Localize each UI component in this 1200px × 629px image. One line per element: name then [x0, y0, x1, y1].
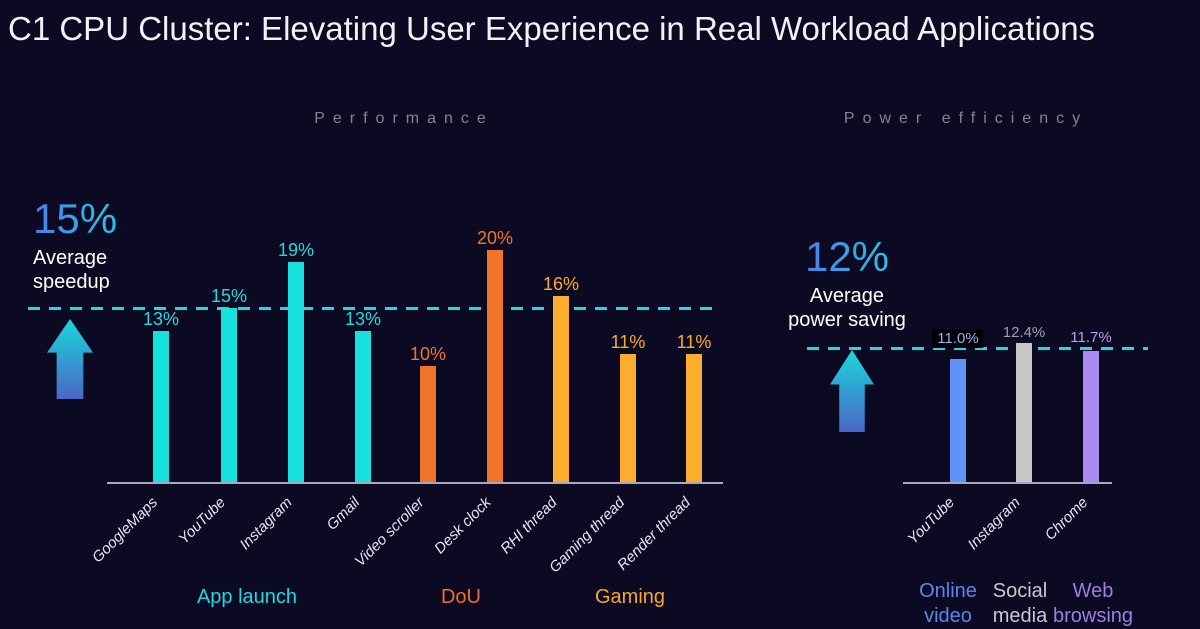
- perf-bar-render-thread: [686, 354, 702, 482]
- perf-bar-rhi-thread: [553, 296, 569, 482]
- average-power-saving-value: 12%: [804, 233, 890, 280]
- perf-bar-googlemaps: [153, 331, 169, 482]
- perf-value-label-render-thread: 11%: [676, 332, 712, 352]
- power-x-tick-youtube: YouTube: [904, 494, 959, 548]
- power-x-axis-line: [903, 482, 1112, 484]
- perf-value-label-youtube: 15%: [210, 286, 248, 306]
- up-arrow-icon: [830, 350, 874, 432]
- average-speedup-caption: Average speedup: [33, 247, 110, 293]
- average-power-saving-callout: 12% Average power saving: [771, 234, 923, 332]
- perf-value-label-gmail: 13%: [344, 309, 382, 329]
- power-value-label-youtube: 11.0%: [932, 329, 984, 348]
- perf-bar-gaming-thread: [620, 354, 636, 482]
- power-bar-instagram: [1016, 343, 1032, 482]
- perf-x-axis-line: [107, 482, 723, 484]
- average-speedup-value: 15%: [33, 195, 118, 242]
- power-average-dashed-line: [807, 347, 1148, 350]
- perf-bar-instagram: [288, 262, 304, 482]
- power-value-label-instagram: 12.4%: [1002, 324, 1046, 341]
- power-efficiency-section-title: Power efficiency: [843, 110, 1089, 127]
- perf-group-label-gaming: Gaming: [594, 586, 666, 608]
- average-speedup-callout: 15% Average speedup: [33, 196, 117, 294]
- perf-value-label-gaming-thread: 11%: [610, 332, 646, 352]
- perf-average-dashed-line: [28, 307, 712, 310]
- performance-section-title: Performance: [314, 110, 494, 127]
- perf-bar-video-scroller: [420, 366, 436, 482]
- power-x-tick-chrome: Chrome: [1041, 494, 1092, 544]
- perf-bar-youtube: [221, 308, 237, 482]
- average-power-saving-caption: Average power saving: [788, 285, 906, 331]
- power-group-label-online-video: Online video: [919, 580, 977, 627]
- perf-group-label-dou: DoU: [440, 586, 482, 608]
- perf-value-label-desk-clock: 20%: [476, 228, 514, 248]
- slide-title: C1 CPU Cluster: Elevating User Experienc…: [8, 10, 1096, 47]
- perf-value-label-rhi-thread: 16%: [542, 274, 580, 294]
- power-bar-chrome: [1083, 351, 1099, 482]
- perf-value-label-googlemaps: 13%: [142, 309, 180, 329]
- perf-value-label-instagram: 19%: [277, 240, 315, 260]
- power-group-label-social-media: Social media: [992, 580, 1048, 627]
- perf-value-label-video-scroller: 10%: [409, 344, 447, 364]
- perf-bar-gmail: [355, 331, 371, 482]
- power-x-tick-instagram: Instagram: [964, 494, 1025, 554]
- power-group-label-web-browsing: Web browsing: [1052, 580, 1134, 627]
- perf-bar-desk-clock: [487, 250, 503, 482]
- perf-group-label-app-launch: App launch: [196, 586, 298, 608]
- power-value-label-chrome: 11.7%: [1070, 329, 1112, 346]
- power-bar-youtube: [950, 359, 966, 482]
